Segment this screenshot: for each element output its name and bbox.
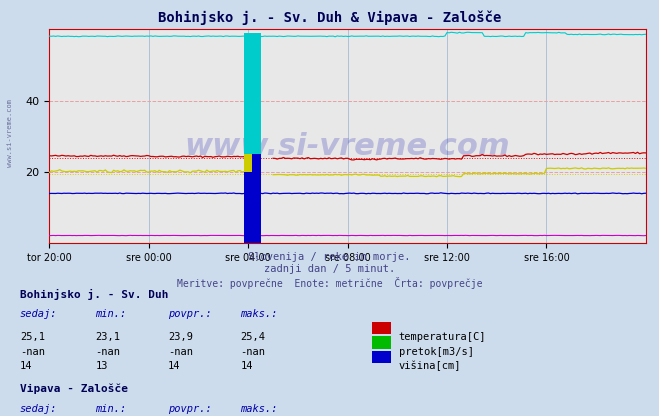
Text: 25,4: 25,4 xyxy=(241,332,266,342)
Text: 14: 14 xyxy=(241,361,253,371)
Text: 14: 14 xyxy=(20,361,32,371)
Text: -nan: -nan xyxy=(241,347,266,357)
Text: min.:: min.: xyxy=(96,309,127,319)
Text: 23,1: 23,1 xyxy=(96,332,121,342)
Text: min.:: min.: xyxy=(96,404,127,414)
Text: pretok[m3/s]: pretok[m3/s] xyxy=(399,347,474,357)
Text: Bohinjsko j. - Sv. Duh & Vipava - Zalošče: Bohinjsko j. - Sv. Duh & Vipava - Zalošč… xyxy=(158,10,501,25)
Text: Slovenija / reke in morje.: Slovenija / reke in morje. xyxy=(248,252,411,262)
Text: povpr.:: povpr.: xyxy=(168,404,212,414)
Text: www.si-vreme.com: www.si-vreme.com xyxy=(185,132,511,161)
Text: 13: 13 xyxy=(96,361,108,371)
Text: www.si-vreme.com: www.si-vreme.com xyxy=(7,99,13,167)
Text: -nan: -nan xyxy=(168,347,193,357)
Text: 14: 14 xyxy=(168,361,181,371)
Text: zadnji dan / 5 minut.: zadnji dan / 5 minut. xyxy=(264,264,395,274)
Text: Meritve: povprečne  Enote: metrične  Črta: povprečje: Meritve: povprečne Enote: metrične Črta:… xyxy=(177,277,482,289)
Text: -nan: -nan xyxy=(20,347,45,357)
Text: 25,1: 25,1 xyxy=(20,332,45,342)
Text: povpr.:: povpr.: xyxy=(168,309,212,319)
Text: temperatura[C]: temperatura[C] xyxy=(399,332,486,342)
Text: maks.:: maks.: xyxy=(241,309,278,319)
Text: -nan: -nan xyxy=(96,347,121,357)
Text: 23,9: 23,9 xyxy=(168,332,193,342)
Text: Bohinjsko j. - Sv. Duh: Bohinjsko j. - Sv. Duh xyxy=(20,289,168,300)
Text: sedaj:: sedaj: xyxy=(20,309,57,319)
Text: višina[cm]: višina[cm] xyxy=(399,361,461,371)
Text: Vipava - Zalošče: Vipava - Zalošče xyxy=(20,384,128,394)
Text: maks.:: maks.: xyxy=(241,404,278,414)
Text: sedaj:: sedaj: xyxy=(20,404,57,414)
